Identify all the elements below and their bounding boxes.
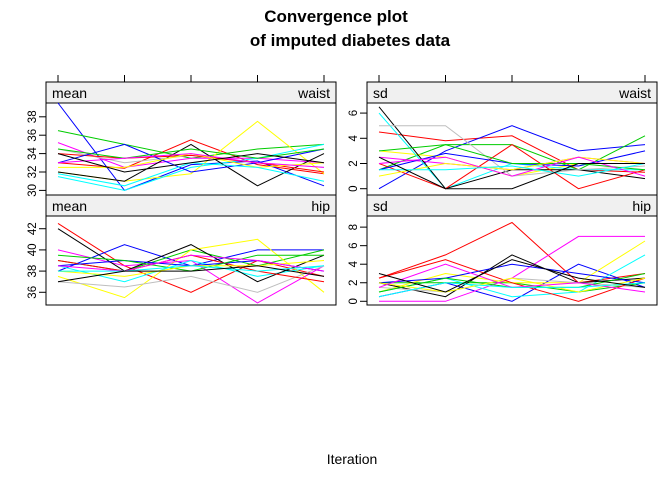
series-line [378, 277, 646, 293]
series-line [57, 153, 325, 173]
y-axis-tick-label: 6 [348, 110, 360, 116]
series-line [378, 144, 646, 190]
series-line [57, 153, 325, 168]
strip-background [366, 81, 658, 104]
y-axis-tick-label: 4 [348, 260, 360, 267]
chart-title-line-1: Convergence plot [264, 7, 408, 26]
series-line [378, 156, 645, 190]
y-axis-tick-label: 6 [348, 242, 360, 248]
series-line [57, 143, 325, 173]
y-axis-tick-label: 0 [348, 298, 360, 304]
strip-label-stat: sd [373, 198, 388, 214]
series-line [57, 139, 325, 175]
series-line [378, 263, 646, 284]
series-line [379, 163, 646, 177]
series-line [57, 265, 325, 283]
series-line [57, 102, 325, 192]
series-line [57, 143, 325, 187]
panels-group: mean waist 30 32 34 36 38 sd waist 0 2 4 6 mean hip 36 3… [27, 75, 658, 306]
plot-frame [45, 215, 337, 306]
panel-mean-hip: mean hip 36 38 40 42 [27, 194, 337, 306]
y-axis-tick-label: 32 [27, 166, 39, 179]
panel-sd-waist: sd waist 0 2 4 6 [348, 75, 658, 196]
strip-background [45, 81, 337, 104]
series-line [57, 143, 325, 191]
strip-label-stat: sd [373, 85, 388, 101]
series-line [378, 144, 646, 171]
series-line [57, 228, 325, 283]
strip-background [366, 194, 658, 217]
series-line [378, 259, 646, 293]
series-line [57, 254, 325, 272]
series-line [378, 282, 646, 298]
series-line [378, 112, 645, 190]
y-axis-tick-label: 0 [348, 185, 360, 191]
strip-label-variable: hip [632, 198, 651, 214]
strip-label-variable: hip [311, 198, 330, 214]
y-axis-tick-label: 38 [27, 110, 39, 123]
series-line [57, 265, 325, 293]
y-axis-tick-label: 4 [348, 134, 360, 141]
series-line [378, 156, 646, 177]
strip-label-variable: waist [297, 85, 330, 101]
y-axis-tick-label: 34 [27, 147, 39, 160]
x-axis-title: Iteration [327, 451, 378, 467]
series-line [378, 259, 646, 302]
series-line [57, 222, 325, 293]
series-line [378, 125, 646, 190]
y-axis-tick-label: 38 [27, 265, 39, 278]
series-line [378, 150, 646, 171]
y-axis-tick-label: 42 [27, 222, 39, 235]
series-line [378, 131, 646, 173]
y-axis-tick-label: 36 [27, 286, 39, 299]
y-axis-tick-label: 36 [27, 129, 39, 142]
y-axis-tick-label: 2 [348, 160, 360, 166]
y-axis-tick-label: 30 [27, 184, 39, 197]
panel-mean-waist: mean waist 30 32 34 36 38 [27, 75, 337, 197]
y-axis-tick-label: 40 [27, 244, 39, 257]
panel-sd-hip: sd hip 0 2 4 6 8 [348, 194, 658, 306]
series-line [57, 142, 325, 168]
plot-frame [366, 215, 658, 306]
strip-background [45, 194, 337, 217]
chart-title-line-2: of imputed diabetes data [250, 31, 451, 50]
strip-label-stat: mean [52, 85, 87, 101]
y-axis-tick-label: 8 [348, 224, 360, 230]
strip-label-variable: waist [618, 85, 651, 101]
strip-label-stat: mean [52, 198, 87, 214]
y-axis-tick-label: 2 [348, 280, 360, 286]
series-line [57, 238, 325, 299]
series-line [57, 148, 325, 159]
